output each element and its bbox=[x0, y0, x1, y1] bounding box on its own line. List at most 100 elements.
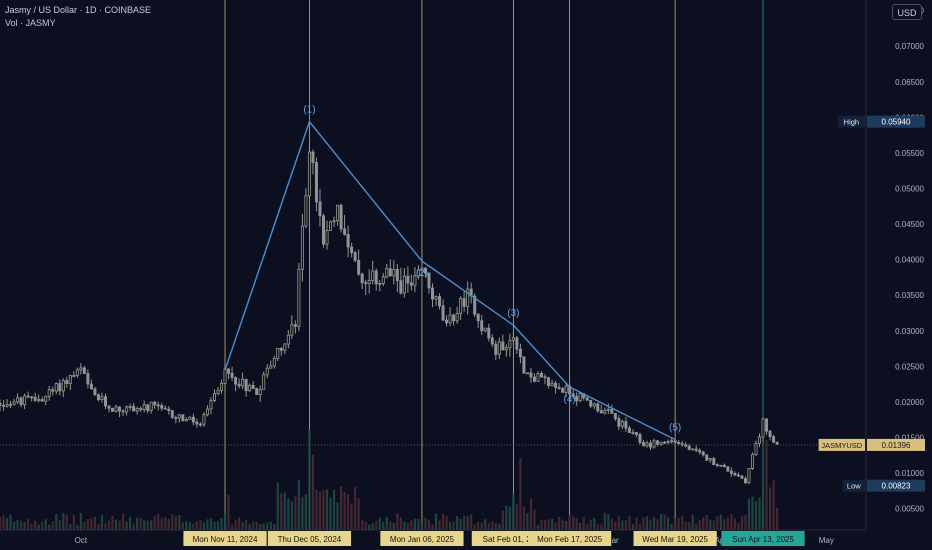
volume-bar bbox=[554, 522, 557, 530]
volume-bar bbox=[480, 523, 483, 530]
volume-bar bbox=[146, 520, 149, 530]
volume-bar bbox=[772, 479, 775, 530]
candle-body bbox=[536, 373, 540, 382]
volume-bar bbox=[652, 517, 656, 530]
candle-body bbox=[89, 383, 93, 390]
volume-bar bbox=[494, 523, 497, 530]
month-label: Oct bbox=[75, 536, 88, 545]
volume-bar bbox=[195, 521, 199, 530]
candle-body bbox=[483, 327, 487, 332]
marker-date-label: Mon Nov 11, 2024 bbox=[193, 535, 258, 544]
volume-bar bbox=[761, 486, 765, 530]
volume-bars bbox=[0, 430, 779, 530]
candle-body bbox=[547, 377, 551, 386]
candle-body bbox=[733, 473, 737, 476]
volume-bar bbox=[30, 523, 33, 530]
volume-bar bbox=[410, 520, 413, 530]
volume-bar bbox=[505, 505, 508, 530]
candle-body bbox=[620, 421, 624, 427]
candle-body bbox=[708, 458, 712, 461]
volume-bar bbox=[635, 517, 638, 530]
volume-bar bbox=[491, 521, 494, 530]
candle-body bbox=[93, 388, 97, 396]
candle-body bbox=[599, 410, 603, 414]
volume-bar bbox=[16, 519, 19, 530]
candle-body bbox=[2, 404, 6, 407]
volume-bar bbox=[234, 520, 237, 530]
volume-bar bbox=[768, 487, 772, 530]
candle-body bbox=[561, 388, 565, 393]
candle-body bbox=[205, 408, 209, 416]
volume-bar bbox=[596, 524, 599, 530]
candle-body bbox=[146, 404, 150, 411]
volume-bar bbox=[666, 517, 670, 530]
volume-bar bbox=[695, 523, 698, 530]
candle-body bbox=[0, 402, 2, 406]
volume-bar bbox=[498, 523, 501, 530]
volume-bar bbox=[213, 521, 216, 530]
candle-body bbox=[652, 440, 656, 448]
volume-bar bbox=[726, 517, 729, 530]
candle-body bbox=[416, 269, 420, 277]
candle-body bbox=[663, 441, 667, 444]
volume-bar bbox=[139, 517, 142, 530]
volume-bar bbox=[751, 496, 754, 530]
volume-bar bbox=[512, 493, 515, 530]
candle-body bbox=[255, 388, 259, 395]
volume-bar bbox=[266, 522, 269, 530]
volume-bar bbox=[730, 514, 733, 530]
candle-body bbox=[743, 477, 747, 484]
last-price-label-value: 0.01396 bbox=[882, 441, 911, 450]
volume-bar bbox=[589, 520, 592, 530]
y-tick-label: 0.06500 bbox=[895, 78, 924, 87]
volume-bar bbox=[716, 516, 719, 530]
candle-body bbox=[160, 405, 164, 409]
volume-bar bbox=[765, 440, 768, 530]
candle-body bbox=[174, 417, 178, 419]
volume-bar bbox=[343, 491, 346, 530]
candle-body bbox=[170, 410, 174, 418]
candle-body bbox=[283, 343, 287, 351]
volume-bar bbox=[487, 522, 490, 530]
candle-body bbox=[227, 368, 231, 374]
candle-body bbox=[371, 270, 375, 281]
candle-body bbox=[343, 228, 347, 235]
candle-body bbox=[684, 444, 688, 447]
volume-bar bbox=[659, 514, 663, 530]
price-labels: High 0.05940 Low 0.00823 JASMYUSD 0.01396 bbox=[0, 115, 925, 492]
volume-bar bbox=[413, 518, 417, 530]
volume-bar bbox=[674, 518, 677, 530]
candle-body bbox=[100, 396, 104, 401]
volume-bar bbox=[427, 519, 431, 530]
candle-body bbox=[111, 407, 115, 412]
candle-body bbox=[9, 403, 13, 406]
volume-bar bbox=[121, 513, 125, 530]
candle-body bbox=[16, 397, 20, 403]
candle-body bbox=[68, 375, 72, 384]
volume-bar bbox=[698, 520, 701, 530]
volume-bar bbox=[466, 516, 469, 530]
volume-bar bbox=[55, 514, 58, 530]
candle-body bbox=[402, 275, 406, 294]
volume-bar bbox=[107, 520, 111, 530]
volume-bar bbox=[540, 519, 543, 530]
candle-body bbox=[251, 384, 255, 389]
candle-body bbox=[82, 367, 86, 374]
volume-bar bbox=[477, 521, 480, 530]
candle-body bbox=[729, 470, 733, 474]
candle-body bbox=[198, 423, 202, 426]
volume-bar bbox=[385, 516, 388, 530]
candle-body bbox=[311, 151, 315, 163]
volume-bar bbox=[111, 515, 114, 530]
candle-body bbox=[438, 296, 442, 307]
volume-bar bbox=[456, 516, 459, 530]
volume-bar bbox=[283, 492, 286, 530]
candle-body bbox=[719, 464, 723, 467]
candle-body bbox=[47, 389, 51, 397]
volume-bar bbox=[508, 506, 511, 530]
y-tick-label: 0.02000 bbox=[895, 398, 924, 407]
high-label-tag bbox=[837, 115, 865, 128]
currency-button[interactable]: USD bbox=[892, 4, 922, 20]
wave-line bbox=[224, 120, 676, 441]
candle-body bbox=[286, 334, 290, 345]
